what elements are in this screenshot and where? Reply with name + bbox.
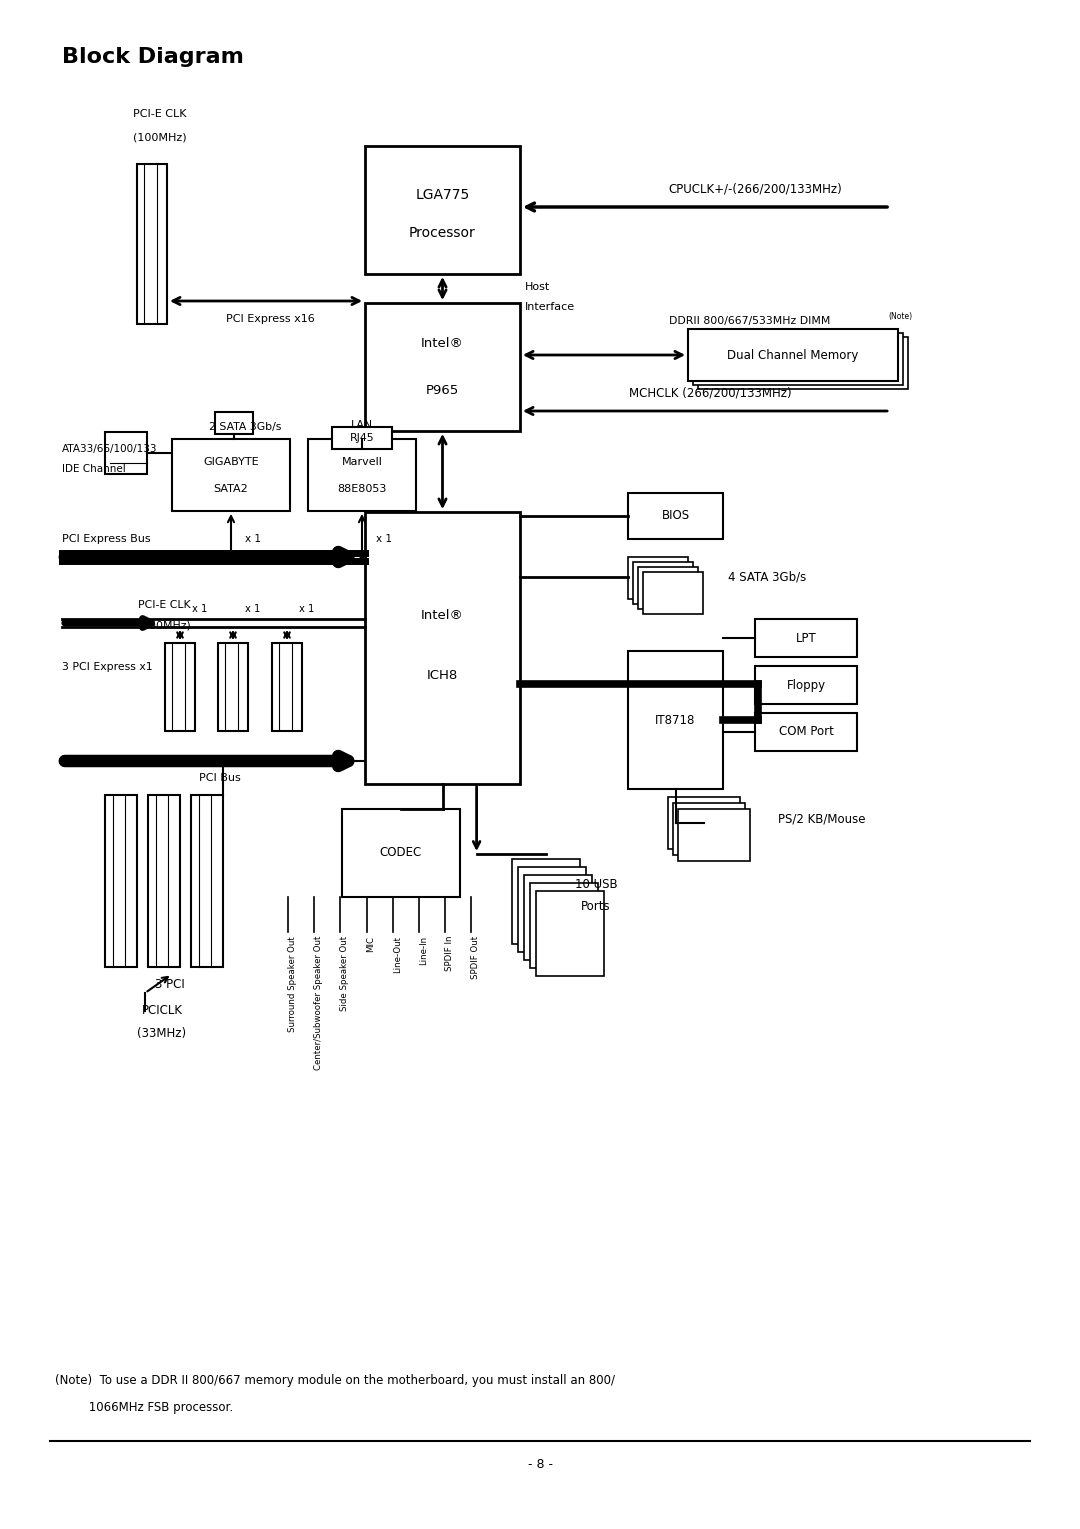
Text: x 1: x 1 <box>245 534 261 544</box>
Bar <box>172 439 291 511</box>
Text: Processor: Processor <box>409 226 476 240</box>
Bar <box>148 795 180 966</box>
Bar <box>524 875 592 960</box>
Bar <box>342 809 460 898</box>
Bar <box>673 803 745 855</box>
Bar <box>365 512 519 784</box>
Text: PCI Express x16: PCI Express x16 <box>226 313 314 324</box>
Text: (Note): (Note) <box>888 312 913 321</box>
Bar <box>669 797 740 849</box>
Text: SPDIF In: SPDIF In <box>445 936 455 971</box>
Text: Center/Subwoofer Speaker Out: Center/Subwoofer Speaker Out <box>314 936 323 1070</box>
Text: DDRII 800/667/533MHz DIMM: DDRII 800/667/533MHz DIMM <box>670 317 831 326</box>
Text: CODEC: CODEC <box>380 847 422 859</box>
Text: 10 USB: 10 USB <box>575 878 618 890</box>
Text: x 1: x 1 <box>376 534 392 544</box>
Text: GIGABYTE: GIGABYTE <box>203 457 259 466</box>
Text: PS/2 KB/Mouse: PS/2 KB/Mouse <box>779 812 866 826</box>
Text: x 1: x 1 <box>299 604 314 615</box>
Text: Surround Speaker Out: Surround Speaker Out <box>288 936 297 1032</box>
Text: 3 PCI Express x1: 3 PCI Express x1 <box>62 662 152 673</box>
Bar <box>627 651 723 789</box>
Text: COM Port: COM Port <box>779 725 834 739</box>
Text: 1066MHz FSB processor.: 1066MHz FSB processor. <box>55 1401 233 1414</box>
Text: Dual Channel Memory: Dual Channel Memory <box>727 349 859 361</box>
Text: Line-In: Line-In <box>419 936 428 965</box>
Bar <box>755 619 858 657</box>
Bar <box>678 809 750 861</box>
Text: SPDIF Out: SPDIF Out <box>471 936 481 979</box>
Text: Intel®: Intel® <box>421 338 464 350</box>
Text: Marvell: Marvell <box>341 457 382 466</box>
Text: PCI-E CLK: PCI-E CLK <box>138 599 191 610</box>
Bar <box>633 563 693 604</box>
Bar <box>365 145 519 274</box>
Text: IT8718: IT8718 <box>656 714 696 726</box>
Text: (33MHz): (33MHz) <box>137 1026 187 1040</box>
Text: x 1: x 1 <box>245 604 260 615</box>
Text: Interface: Interface <box>525 303 576 312</box>
Bar <box>308 439 416 511</box>
Text: (100MHz): (100MHz) <box>133 131 187 142</box>
Bar <box>332 427 392 450</box>
Text: MCHCLK (266/200/133MHz): MCHCLK (266/200/133MHz) <box>629 387 792 399</box>
Text: PCICLK: PCICLK <box>141 1005 183 1017</box>
Bar <box>530 884 598 968</box>
Bar <box>638 567 698 609</box>
Text: 2 SATA 3Gb/s: 2 SATA 3Gb/s <box>208 422 281 433</box>
Bar <box>627 492 723 540</box>
Text: MIC: MIC <box>366 936 376 953</box>
Bar <box>105 795 137 966</box>
Text: 4 SATA 3Gb/s: 4 SATA 3Gb/s <box>728 570 807 584</box>
Bar <box>105 433 147 474</box>
Text: (Note)  To use a DDR II 800/667 memory module on the motherboard, you must insta: (Note) To use a DDR II 800/667 memory mo… <box>55 1375 615 1387</box>
Bar <box>137 164 167 324</box>
Text: (100MHz): (100MHz) <box>138 619 191 630</box>
Text: Floppy: Floppy <box>786 679 825 691</box>
Bar <box>755 667 858 703</box>
Text: Block Diagram: Block Diagram <box>62 47 244 67</box>
Bar <box>165 644 195 731</box>
Text: PCI Express Bus: PCI Express Bus <box>62 534 150 544</box>
Bar <box>215 411 253 434</box>
Text: ATA33/66/100/133: ATA33/66/100/133 <box>62 443 158 454</box>
Bar <box>218 644 248 731</box>
Bar <box>698 336 908 388</box>
Bar <box>643 572 703 615</box>
Bar <box>627 557 688 599</box>
Text: Line-Out: Line-Out <box>393 936 402 972</box>
Text: LPT: LPT <box>796 631 816 645</box>
Text: Host: Host <box>525 281 550 292</box>
Bar <box>365 303 519 431</box>
Text: LGA775: LGA775 <box>416 188 470 202</box>
Text: ICH8: ICH8 <box>427 668 458 682</box>
Text: PCI-E CLK: PCI-E CLK <box>133 109 187 119</box>
Text: 88E8053: 88E8053 <box>337 485 387 494</box>
Text: 3 PCI: 3 PCI <box>156 979 185 991</box>
Bar <box>191 795 222 966</box>
Bar <box>536 891 604 976</box>
Text: P965: P965 <box>426 384 459 396</box>
Bar <box>272 644 302 731</box>
Text: BIOS: BIOS <box>661 509 689 523</box>
Text: PCI Bus: PCI Bus <box>199 774 241 783</box>
Text: - 8 -: - 8 - <box>527 1457 553 1471</box>
Text: RJ45: RJ45 <box>350 433 375 443</box>
Text: Ports: Ports <box>581 901 611 913</box>
Text: SATA2: SATA2 <box>214 485 248 494</box>
Bar <box>693 333 903 385</box>
Text: Intel®: Intel® <box>421 609 464 622</box>
Text: IDE Channel: IDE Channel <box>62 463 125 474</box>
Text: LAN: LAN <box>351 420 373 430</box>
Bar <box>518 867 586 953</box>
Text: CPUCLK+/-(266/200/133MHz): CPUCLK+/-(266/200/133MHz) <box>669 182 842 196</box>
Text: x 1: x 1 <box>192 604 207 615</box>
Bar <box>688 329 897 381</box>
Bar <box>755 713 858 751</box>
Text: Side Speaker Out: Side Speaker Out <box>340 936 350 1011</box>
Bar <box>512 859 580 943</box>
